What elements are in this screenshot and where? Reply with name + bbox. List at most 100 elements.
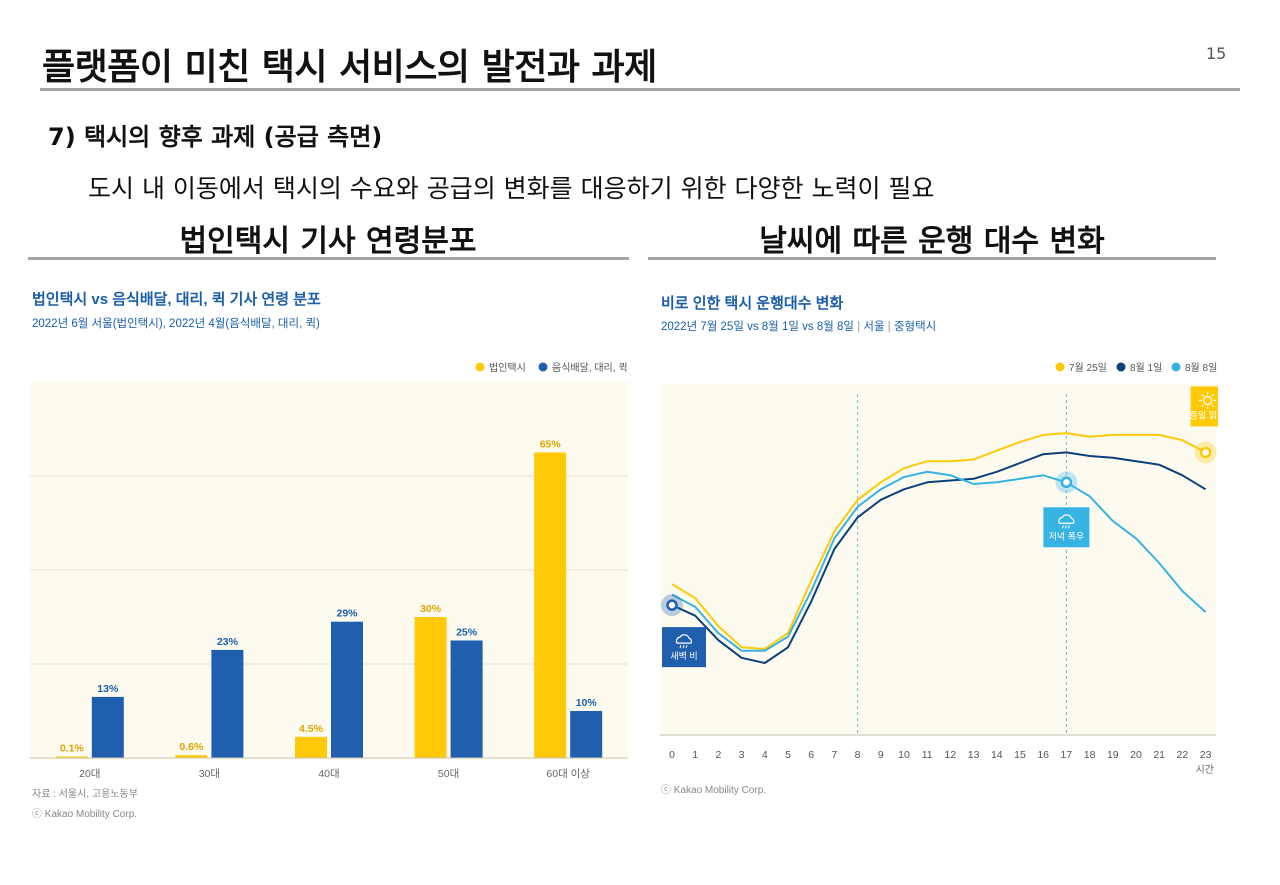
subtitle-tag-type: 중형택시 [894,320,936,333]
sun-icon [1202,395,1213,406]
series-line-aug8 [671,470,1207,652]
annotation-label: 종일 맑음 [1190,409,1218,420]
left-heading-divider [28,257,629,260]
legend-label-aug1: 8월 1일 [1130,362,1162,374]
bar-delivery [570,711,603,758]
bar-delivery [211,649,244,758]
rain-drop [1064,525,1067,529]
bar-corporate-taxi [414,617,447,758]
subtitle-separator: | [857,321,863,333]
section-subtitle: 7) 택시의 향후 과제 (공급 측면) [48,123,383,151]
annotation-marker [1060,476,1073,489]
annotation-box [662,627,706,668]
chart-legend: 법인택시 음식배달, 대리, 퀵 [475,361,628,374]
bar-delivery [450,640,483,758]
x-tick-label: 40대 [318,768,339,780]
x-tick-labels: 20대 30대 40대 50대 60대 이상 [79,768,590,780]
x-tick-label: 13 [968,749,980,761]
annotation-label: 새벽 비 [670,651,697,661]
chart-subtitle: 2022년 6월 서울(법인택시), 2022년 4월(음식배달, 대리, 퀵) [32,316,320,330]
age-distribution-bar-chart: 법인택시 vs 음식배달, 대리, 퀵 기사 연령 분포 2022년 6월 서울… [28,268,630,835]
sun-ray [1211,394,1215,397]
rain-drop [685,644,688,649]
x-tick-label: 10 [898,749,910,761]
series-line-aug1 [671,451,1207,664]
x-tick-label: 60대 이상 [546,768,590,780]
x-tick-label: 9 [878,749,884,761]
sun-ray [1211,404,1215,407]
chart-credit: ⓒ Kakao Mobility Corp. [32,808,137,820]
section-description: 도시 내 이동에서 택시의 수요와 공급의 변화를 대응하기 위한 다양한 노력… [88,174,935,203]
legend-marker-aug1 [1116,362,1126,372]
legend-label-corporate-taxi: 법인택시 [489,362,526,374]
series-line-jul25 [671,432,1207,650]
bar-marks: 0.1% 13% 0.6% 23% 4.5% 29% 30% 25% 65% 10% [55,439,603,758]
subtitle-separator: | [888,321,894,333]
gridlines [30,475,628,665]
legend-label-jul25: 7월 25일 [1069,362,1107,374]
rain-drop [679,644,682,649]
rain-drop [1067,525,1070,529]
rain-drop [682,644,685,649]
title-divider [40,88,1240,91]
sun-ray [1201,394,1204,397]
bar-value-label: 13% [97,683,119,695]
rain-cloud-icon [1058,514,1075,524]
x-tick-label: 22 [1177,749,1189,761]
x-tick-label: 17 [1061,749,1073,761]
legend-label-delivery: 음식배달, 대리, 퀵 [552,361,628,374]
legend-marker-delivery [538,362,548,372]
annotation-guides [857,394,1067,735]
chart-legend: 7월 25일 8월 1일 8월 8일 [1055,362,1217,374]
bar-value-label: 23% [217,636,239,648]
rain-cloud-icon [675,634,693,644]
x-tick-label: 50대 [438,768,459,780]
slide-title: 플랫폼이 미친 택시 서비스의 발전과 과제 [42,47,657,88]
bar-value-label: 0.6% [179,741,204,753]
annotation-marker [666,599,678,611]
x-tick-label: 3 [739,749,745,761]
weather-line-chart: 비로 인한 택시 운행대수 변화 2022년 7월 25일 vs 8월 1일 v… [648,268,1218,835]
bar-value-label: 0.1% [60,743,85,755]
x-tick-label: 7 [831,749,837,761]
x-tick-label: 12 [945,749,957,761]
bar-delivery [91,696,124,758]
rain-drop [1061,525,1064,529]
bar-value-label: 65% [540,439,562,451]
bar-value-label: 10% [576,697,598,709]
page-number: 15 [1206,44,1227,63]
chart-subtitle-dates: 2022년 7월 25일 vs 8월 1일 vs 8월 8일 [661,319,854,333]
bar-value-label: 4.5% [299,723,324,735]
annotation-label: 저녁 폭우 [1049,531,1085,541]
x-tick-label: 20 [1130,749,1142,761]
x-tick-labels: 0 1 2 3 4 5 6 7 8 9 10 11 12 13 14 15 16 17 18 19 20 21 22 23 [669,749,1212,761]
x-tick-label: 21 [1153,749,1165,761]
bar-corporate-taxi [55,756,88,758]
plot-area [660,384,1216,736]
chart-subtitle: 2022년 7월 25일 vs 8월 1일 vs 8월 8일 | 서울 | 중형… [661,319,936,333]
chart-title: 법인택시 vs 음식배달, 대리, 퀵 기사 연령 분포 [32,290,321,308]
x-tick-label: 2 [715,749,721,761]
chart-credit: ⓒ Kakao Mobility Corp. [661,784,766,796]
x-tick-label: 5 [785,749,791,761]
subtitle-tag-city: 서울 [863,320,884,333]
x-tick-label: 11 [922,749,933,761]
x-tick-label: 4 [762,749,768,761]
x-tick-label: 16 [1037,749,1049,761]
bar-corporate-taxi [534,452,567,758]
chart-title: 비로 인한 택시 운행대수 변화 [661,294,843,312]
legend-marker-corporate-taxi [475,362,485,372]
x-tick-label: 8 [855,749,861,761]
bar-corporate-taxi [295,736,327,758]
x-tick-label: 14 [991,749,1003,761]
left-panel-heading: 법인택시 기사 연령분포 [179,224,477,259]
bar-corporate-taxi [175,755,208,758]
x-tick-label: 0 [669,749,675,761]
annotation-marker [1199,446,1212,459]
x-tick-label: 23 [1200,749,1212,761]
x-tick-label: 30대 [199,768,220,780]
line-series [671,432,1207,664]
bar-value-label: 29% [336,608,358,620]
legend-label-aug8: 8월 8일 [1185,362,1217,374]
x-tick-label: 18 [1084,749,1096,761]
